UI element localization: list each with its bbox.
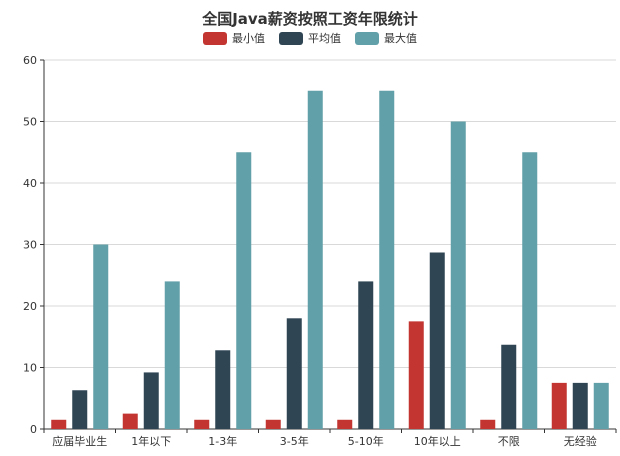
x-tick-label: 1年以下	[131, 434, 171, 448]
legend-label-max: 最大值	[384, 32, 417, 45]
y-tick-label: 0	[30, 423, 37, 436]
x-tick-label: 5-10年	[348, 434, 384, 448]
x-tick-label: 10年以上	[414, 434, 461, 448]
y-tick-label: 20	[23, 300, 37, 313]
chart-title: 全国Java薪资按照工资年限统计	[202, 10, 418, 28]
y-tick-label: 60	[23, 54, 37, 67]
legend-item-max[interactable]: 最大值	[355, 30, 417, 46]
bar-min	[122, 413, 138, 429]
bar-max	[379, 90, 395, 429]
bar-avg	[286, 318, 302, 429]
bar-avg	[429, 252, 445, 429]
x-tick-label: 3-5年	[280, 434, 309, 448]
y-tick-label: 10	[23, 362, 37, 375]
bar-min	[265, 419, 281, 429]
bar-max	[593, 382, 609, 429]
bar-max	[307, 90, 323, 429]
legend-item-avg[interactable]: 平均值	[279, 30, 341, 46]
x-tick-label: 1-3年	[208, 434, 237, 448]
bar-min	[337, 419, 353, 429]
bar-max	[450, 121, 466, 429]
legend: 最小值 平均值 最大值	[0, 30, 620, 46]
bar-avg	[215, 350, 231, 429]
x-tick-label: 不限	[498, 435, 520, 448]
bar-avg	[358, 281, 374, 429]
x-tick-label: 应届毕业生	[52, 434, 107, 448]
bar-avg	[72, 390, 88, 429]
legend-swatch-min	[203, 31, 227, 45]
bar-max	[236, 152, 252, 429]
y-tick-label: 30	[23, 239, 37, 252]
legend-swatch-max	[355, 31, 379, 45]
bar-avg	[143, 372, 159, 429]
bar-min	[194, 419, 210, 429]
bar-avg	[572, 382, 588, 429]
y-tick-label: 40	[23, 177, 37, 190]
bar-min	[480, 419, 496, 429]
legend-item-min[interactable]: 最小值	[203, 30, 265, 46]
legend-swatch-avg	[279, 31, 303, 45]
bar-min	[551, 382, 567, 429]
legend-label-min: 最小值	[232, 32, 265, 45]
x-tick-label: 无经验	[564, 434, 597, 448]
bar-min	[408, 321, 424, 429]
bar-min	[51, 419, 67, 429]
bar-max	[522, 152, 538, 429]
bar-max	[164, 281, 180, 429]
y-tick-label: 50	[23, 116, 37, 129]
legend-label-avg: 平均值	[308, 32, 341, 45]
bar-avg	[501, 344, 517, 429]
bar-max	[93, 244, 109, 429]
